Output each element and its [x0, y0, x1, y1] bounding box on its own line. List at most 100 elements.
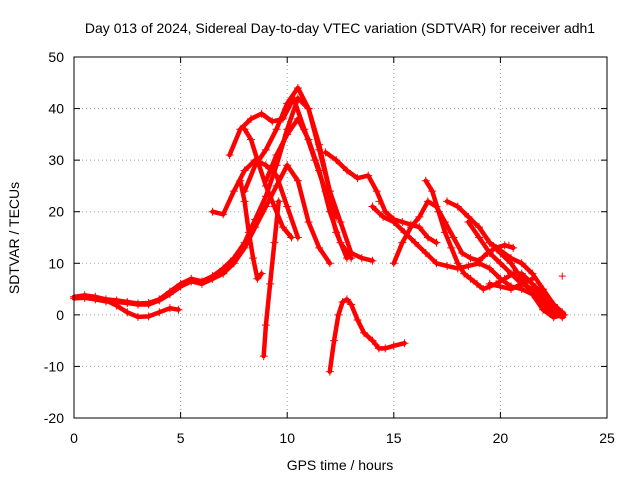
data-point-marker: [406, 223, 415, 232]
data-point-marker: [240, 243, 249, 252]
x-tick-label: 5: [177, 430, 185, 446]
data-point-marker: [466, 274, 475, 283]
data-point-marker: [251, 223, 260, 232]
data-point-marker: [389, 218, 398, 227]
data-point-marker: [315, 145, 324, 154]
data-point-marker: [283, 202, 292, 211]
data-point-marker: [381, 344, 390, 353]
data-point-marker: [325, 207, 334, 216]
series-arc-9: [236, 176, 266, 283]
series-arc-17: [464, 218, 567, 319]
data-point-marker: [325, 367, 334, 376]
series-arc-18: [485, 238, 569, 319]
data-point-marker: [368, 336, 377, 345]
data-point-marker: [283, 161, 292, 170]
data-point-marker: [229, 187, 238, 196]
data-point-marker: [375, 197, 383, 205]
data-point-marker: [364, 171, 373, 180]
data-point-marker: [133, 312, 142, 321]
data-point-marker: [415, 212, 424, 221]
data-point-marker: [219, 210, 228, 219]
y-tick-label: -20: [44, 410, 64, 426]
data-point-marker: [379, 212, 388, 221]
data-point-marker: [411, 238, 420, 247]
data-point-marker: [381, 207, 390, 216]
data-point-marker: [293, 83, 302, 92]
data-point-marker: [261, 321, 270, 330]
data-point-marker: [101, 296, 110, 305]
data-point-marker: [244, 228, 253, 237]
data-point-marker: [283, 99, 292, 108]
data-point-marker: [91, 295, 100, 304]
data-point-marker: [368, 202, 377, 211]
data-point-marker: [528, 285, 537, 294]
data-point-marker: [539, 285, 548, 294]
chart-title: Day 013 of 2024, Sidereal Day-to-day VTE…: [85, 20, 595, 36]
data-point-marker: [415, 223, 424, 232]
data-point-marker: [549, 313, 558, 322]
data-point-marker: [293, 114, 302, 123]
data-point-marker: [304, 218, 313, 227]
data-point-marker: [398, 238, 407, 247]
data-point-marker: [475, 233, 484, 242]
data-point-marker: [133, 300, 142, 309]
data-point-marker: [507, 254, 516, 263]
y-tick-label: 50: [48, 49, 64, 65]
data-point-marker: [372, 187, 381, 196]
data-point-marker: [357, 254, 366, 263]
data-point-marker: [123, 298, 132, 307]
grid: [74, 57, 607, 418]
data-point-marker: [485, 279, 494, 288]
x-tick-label: 15: [386, 430, 402, 446]
data-point-marker: [165, 290, 174, 299]
data-point-marker: [112, 301, 121, 310]
data-point-marker: [336, 218, 345, 227]
y-tick-label: -10: [44, 358, 64, 374]
data-point-marker: [423, 233, 432, 242]
data-point-marker: [80, 293, 89, 302]
data-point-marker: [479, 285, 488, 294]
data-point-marker: [283, 130, 292, 139]
data-point-marker: [272, 171, 281, 180]
series-arc-11: [325, 295, 409, 376]
series-track: [103, 298, 181, 320]
data-point-marker: [278, 223, 287, 232]
data-point-marker: [464, 261, 473, 270]
data-point-marker: [240, 197, 249, 206]
data-point-marker: [432, 238, 441, 247]
data-point-marker: [187, 277, 196, 286]
data-point-marker: [434, 207, 443, 216]
data-point-marker: [246, 114, 255, 123]
data-point-marker: [539, 295, 548, 304]
data-point-marker: [325, 187, 334, 196]
data-point-marker: [315, 243, 324, 252]
data-point-marker: [560, 310, 569, 319]
data-point-marker: [443, 197, 452, 206]
data-point-marker: [261, 161, 270, 170]
data-point-marker: [453, 202, 462, 211]
data-point-marker: [165, 304, 174, 313]
series-arc-7: [261, 114, 356, 263]
data-point-marker: [507, 285, 516, 294]
data-point-marker: [447, 243, 456, 252]
data-point-marker: [347, 300, 356, 309]
x-tick-label: 25: [599, 430, 615, 446]
data-point-marker: [342, 295, 351, 304]
data-point-marker: [261, 181, 270, 190]
data-point-marker: [266, 279, 275, 288]
data-point-marker: [259, 352, 268, 361]
data-point-marker: [330, 336, 339, 345]
plot-frame: [73, 56, 608, 419]
data-point-marker: [144, 312, 153, 321]
data-point-marker: [485, 264, 494, 273]
data-point-marker: [155, 296, 164, 305]
data-point-marker: [332, 156, 341, 165]
data-point-marker: [539, 305, 548, 314]
data-point-marker: [315, 166, 324, 175]
data-point-marker: [475, 256, 484, 265]
data-point-marker: [475, 223, 484, 232]
data-point-marker: [270, 238, 279, 247]
data-point-marker: [155, 308, 164, 317]
series-track: [466, 219, 565, 318]
data-point-marker: [219, 269, 228, 278]
